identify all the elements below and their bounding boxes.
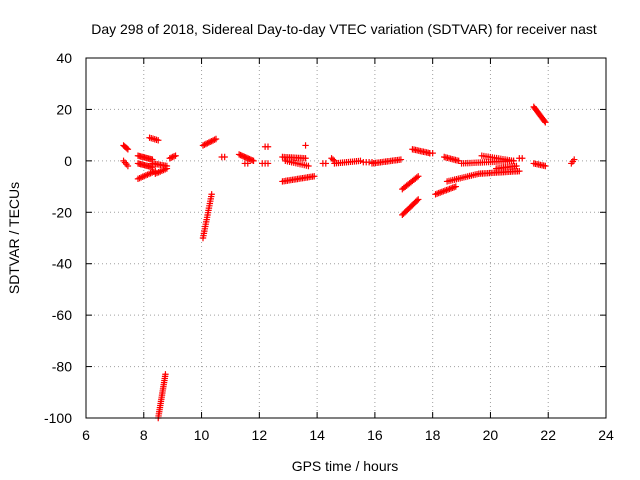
- data-point: [510, 157, 517, 165]
- data-point: [162, 371, 169, 378]
- data-points: [120, 103, 578, 422]
- data-point: [311, 173, 318, 180]
- data-point: [169, 153, 176, 161]
- data-point: [357, 157, 364, 165]
- data-point: [201, 141, 208, 148]
- data-point: [209, 137, 217, 144]
- chart-title: Day 298 of 2018, Sidereal Day-to-day VTE…: [91, 21, 597, 37]
- data-point: [244, 160, 251, 167]
- data-point: [221, 153, 228, 161]
- y-tick-label: -20: [52, 204, 72, 220]
- data-point: [204, 140, 211, 147]
- data-point: [202, 140, 210, 148]
- data-point: [519, 155, 526, 162]
- y-tick-label: 0: [64, 153, 72, 169]
- data-point: [124, 162, 132, 170]
- x-tick-label: 8: [140, 427, 148, 443]
- y-tick-label: -40: [52, 256, 72, 272]
- data-point: [211, 136, 218, 143]
- x-tick-label: 24: [598, 427, 614, 443]
- data-point: [415, 196, 422, 203]
- data-point: [250, 157, 257, 165]
- data-point: [207, 138, 214, 146]
- data-point: [205, 139, 212, 146]
- y-tick-label: -60: [52, 307, 72, 323]
- data-point: [542, 162, 549, 170]
- data-point: [513, 162, 520, 170]
- data-point: [429, 149, 436, 157]
- axis-ticks: [85, 57, 607, 419]
- x-tick-label: 14: [309, 427, 325, 443]
- data-point: [302, 142, 309, 149]
- y-tick-label: -80: [52, 359, 72, 375]
- data-point: [170, 153, 178, 160]
- y-axis-label: SDTVAR / TECUs: [6, 182, 22, 294]
- x-axis-label: GPS time / hours: [292, 458, 399, 474]
- data-point: [208, 137, 215, 145]
- data-point: [264, 143, 272, 150]
- x-tick-label: 16: [367, 427, 383, 443]
- data-point: [542, 119, 549, 126]
- data-point: [302, 155, 309, 162]
- x-tick-label: 10: [194, 427, 210, 443]
- data-point: [541, 117, 548, 125]
- data-point: [124, 146, 132, 153]
- data-point: [212, 135, 220, 143]
- data-point: [452, 183, 459, 190]
- data-point: [516, 167, 523, 175]
- x-tick-label: 12: [252, 427, 268, 443]
- y-tick-labels: -100 -80 -60 -40 -20 0 20 40: [44, 50, 72, 426]
- data-point: [329, 156, 337, 163]
- x-tick-label: 18: [425, 427, 441, 443]
- y-tick-label: 40: [56, 50, 72, 66]
- data-point: [571, 156, 578, 163]
- data-point: [166, 155, 173, 162]
- x-tick-label: 6: [82, 427, 90, 443]
- data-point: [397, 156, 405, 163]
- y-tick-label: 20: [56, 101, 72, 117]
- data-point: [208, 191, 215, 198]
- data-point: [168, 154, 175, 161]
- x-tick-label: 22: [540, 427, 556, 443]
- plot-frame: [85, 57, 607, 419]
- y-tick-label: -100: [44, 410, 72, 426]
- data-point: [305, 162, 312, 170]
- data-point: [413, 174, 420, 181]
- x-tick-labels: 6 8 10 12 14 16 18 20 22 24: [82, 427, 614, 443]
- data-point: [264, 160, 272, 167]
- grid: [86, 58, 606, 418]
- x-tick-label: 20: [483, 427, 499, 443]
- data-point: [322, 160, 329, 167]
- data-point: [199, 142, 207, 149]
- data-point: [163, 165, 171, 172]
- data-point: [123, 145, 131, 152]
- data-point: [155, 137, 162, 144]
- data-point: [413, 197, 421, 204]
- data-point: [415, 173, 422, 180]
- data-point: [172, 152, 179, 159]
